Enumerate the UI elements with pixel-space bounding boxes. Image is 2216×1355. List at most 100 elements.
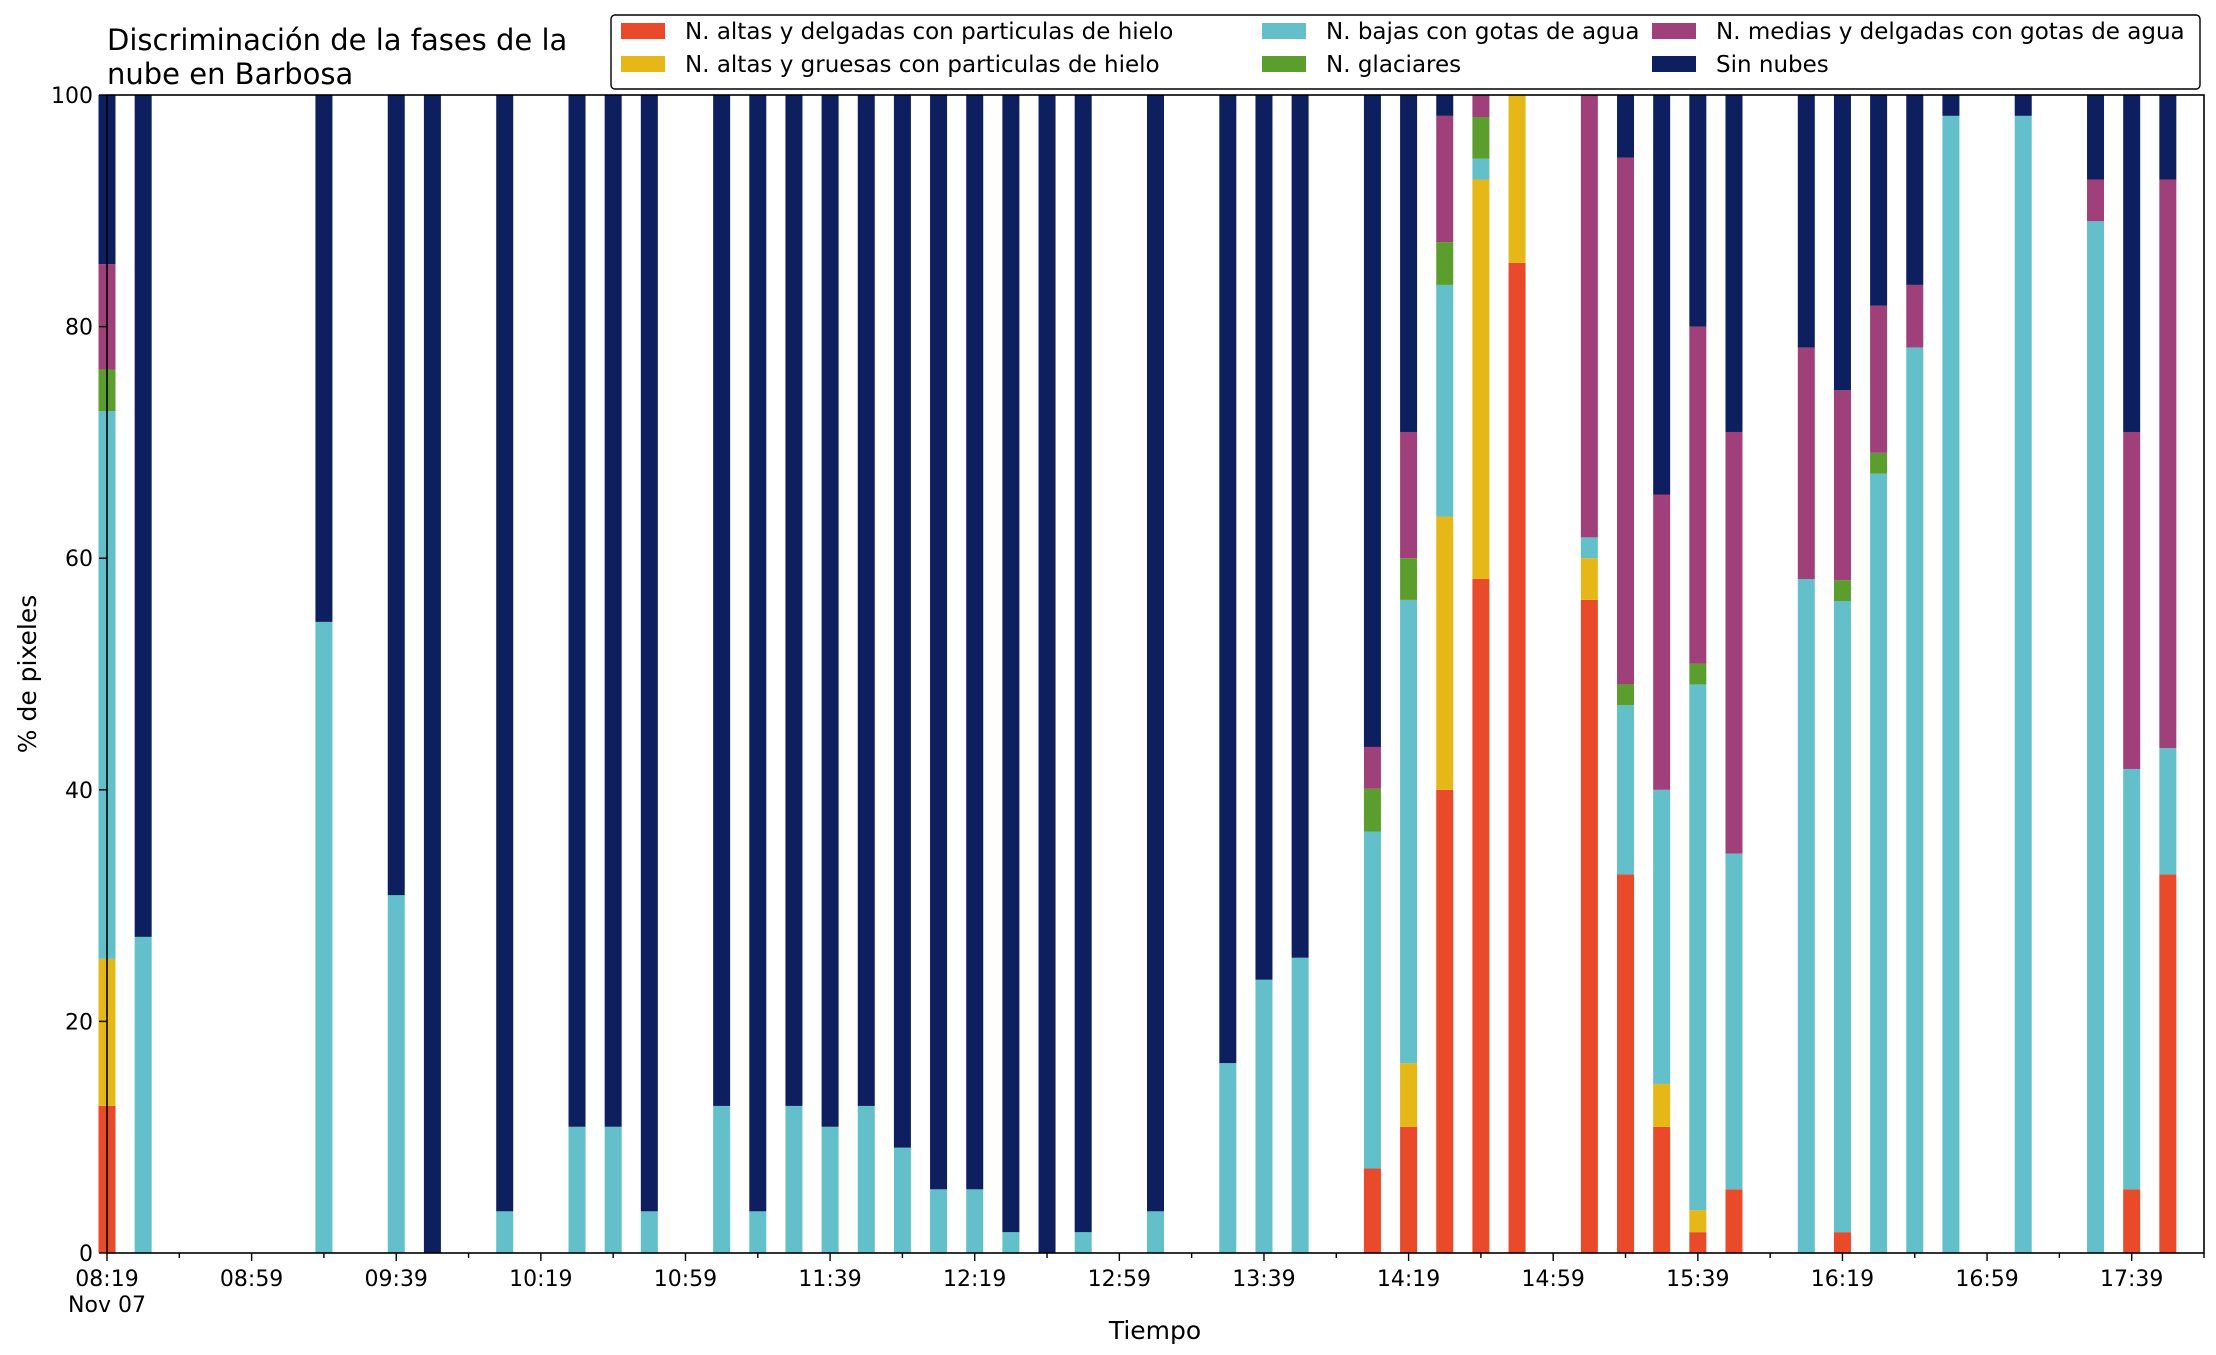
bar-segment-1409-s3 [1363,788,1381,832]
bar-segment-1229-s5 [1002,95,1020,1233]
bar-segment-1549-s4 [1725,431,1743,854]
bar-segment-1529-s0 [1653,1126,1671,1253]
bar-segment-1029-s5 [568,95,586,1127]
bar-segment-0949-s5 [423,95,441,1253]
bar-segment-1739-s5 [2123,95,2141,432]
bar-segment-1649-s5 [1942,95,1960,116]
bar-segment-1419-s1 [1400,1063,1418,1127]
x-tick-label: 10:59 [654,1267,717,1292]
bar-segment-1049-s2 [640,1211,658,1253]
bar-segment-1519-s3 [1617,684,1635,706]
bar-segment-1139-s5 [821,95,839,1127]
bar-segment-1429-s3 [1436,242,1454,285]
bar-segment-1749-s2 [2159,748,2177,875]
bar-segment-1549-s5 [1725,95,1743,432]
bar-segment-0919-s5 [315,95,333,622]
bar-segment-1339-s5 [1255,95,1273,980]
bar-segment-1749-s5 [2159,95,2177,180]
bar-segment-1419-s3 [1400,558,1418,600]
bar-segment-1649-s2 [1942,115,1960,1254]
bar-segment-1419-s0 [1400,1126,1418,1253]
bar-segment-1009-s5 [496,95,514,1212]
x-tick-label: 11:39 [798,1267,861,1292]
bar-segment-1409-s2 [1363,831,1381,1169]
bar-segment-1619-s4 [1833,390,1851,581]
bar-segment-1539-s1 [1689,1210,1707,1233]
x-tick-label: 10:19 [509,1267,572,1292]
x-tick-label: 14:19 [1377,1267,1440,1292]
y-tick-label: 80 [65,316,93,341]
bar-segment-1409-s0 [1363,1168,1381,1253]
bar-segment-1529-s1 [1653,1083,1671,1127]
bar-segment-1709-s2 [2014,115,2032,1254]
legend-swatch [1652,56,1696,72]
bar-segment-1439-s4 [1472,95,1490,117]
bar-segment-1109-s5 [713,95,731,1106]
bar-segment-1449-s0 [1508,262,1526,1253]
legend-label: N. bajas con gotas de agua [1326,19,1639,45]
bar-segment-1509-s2 [1580,537,1598,559]
legend-swatch [1652,23,1696,39]
bar-segment-1409-s5 [1363,95,1381,747]
bar-segment-1519-s5 [1617,95,1635,158]
bar-segment-1509-s0 [1580,599,1598,1253]
bar-segment-1139-s2 [821,1126,839,1253]
bar-segment-1419-s4 [1400,431,1418,559]
bar-segment-1529-s4 [1653,494,1671,790]
legend-box [610,14,2201,90]
legend-swatch [1262,23,1306,39]
x-tick-label: 14:59 [1522,1267,1585,1292]
bar-segment-1739-s0 [2123,1189,2141,1253]
bar-segment-1549-s0 [1725,1189,1743,1253]
bar-segment-0919-s2 [315,621,333,1253]
bar-segment-1229-s2 [1002,1232,1020,1253]
x-tick-label: 16:59 [1955,1267,2018,1292]
y-tick-label: 100 [51,84,93,109]
bar-segment-1629-s5 [1870,95,1888,306]
legend-swatch [1262,56,1306,72]
bar-segment-1429-s4 [1436,115,1454,243]
bar-segment-1149-s2 [857,1105,875,1253]
bar-segment-1539-s5 [1689,95,1707,327]
bar-segment-1219-s5 [966,95,984,1190]
bar-segment-1749-s4 [2159,179,2177,749]
bar-segment-1619-s0 [1833,1232,1851,1253]
bar-segment-1129-s5 [785,95,803,1106]
bar-segment-1429-s0 [1436,789,1454,1253]
x-tick-label: 09:39 [365,1267,428,1292]
plot-frame [106,94,2205,1254]
bar-segment-1049-s5 [640,95,658,1212]
y-tick-label: 20 [65,1010,93,1035]
bar-segment-1429-s5 [1436,95,1454,116]
legend-label: N. glaciares [1326,52,1461,78]
bar-segment-1429-s2 [1436,284,1454,517]
legend-swatch [621,23,665,39]
bar-segment-1039-s5 [604,95,622,1127]
bar-segment-1329-s2 [1219,1063,1237,1253]
bar-stacks [98,95,2177,1254]
bar-segment-1519-s2 [1617,705,1635,875]
bar-segment-1439-s0 [1472,579,1490,1253]
bar-segment-1309-s2 [1147,1211,1164,1253]
bar-segment-0829-s5 [134,95,152,937]
bar-segment-0939-s5 [387,95,405,896]
bar-segment-1119-s5 [749,95,767,1212]
bar-segment-1439-s2 [1472,158,1490,180]
legend-label: N. altas y gruesas con particulas de hie… [685,52,1160,78]
bar-segment-1159-s2 [893,1147,911,1253]
bar-segment-1629-s2 [1870,473,1888,1253]
bar-segment-1329-s5 [1219,95,1237,1064]
bar-segment-1539-s0 [1689,1232,1707,1253]
bar-segment-1429-s1 [1436,516,1454,790]
x-tick-label: 08:19 [75,1267,138,1292]
x-tick-label: 13:39 [1232,1267,1295,1292]
legend-swatch [621,56,665,72]
legend-label: Sin nubes [1716,52,1829,78]
bar-segment-1729-s5 [2087,95,2105,180]
bar-segment-1529-s2 [1653,789,1671,1084]
bar-segment-1349-s5 [1291,95,1309,958]
bar-segment-1039-s2 [604,1126,622,1253]
bar-segment-1529-s5 [1653,95,1671,495]
bar-segment-1109-s2 [713,1105,731,1253]
